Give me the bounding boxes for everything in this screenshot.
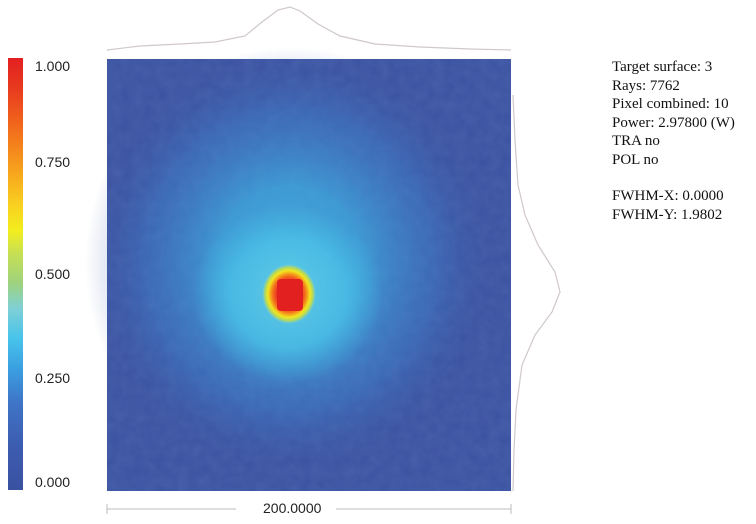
tra-text: TRA no	[612, 133, 660, 149]
pol-text: POL no	[612, 151, 659, 168]
colorbar-tick-025: 0.250	[35, 370, 71, 386]
power-text: Power: 2.97800 (W)	[612, 114, 735, 131]
rays-text: Rays: 7762	[612, 77, 680, 94]
target-surface-text: Target surface: 3	[612, 59, 713, 75]
pixel-combined-text: Pixel combined: 10	[612, 96, 729, 112]
x-profile-curve	[106, 6, 512, 51]
colorbar-tick-1: 1.000	[35, 58, 71, 74]
info-spacer	[612, 169, 735, 187]
info-panel: Target surface: 3 Rays: 7762 Pixel combi…	[612, 58, 735, 224]
colorbar-tick-0: 0.000	[35, 474, 71, 490]
beam-peak	[277, 279, 303, 311]
colorbar-tick-075: 0.750	[35, 154, 71, 170]
fwhm-y-text: FWHM-Y: 1.9802	[612, 206, 723, 223]
x-extent-label: 200.0000	[263, 500, 322, 516]
colorbar	[8, 58, 23, 490]
colorbar-tick-05: 0.500	[35, 266, 71, 282]
fwhm-x-text: FWHM-X: 0.0000	[612, 188, 724, 204]
y-profile-curve	[512, 94, 561, 492]
